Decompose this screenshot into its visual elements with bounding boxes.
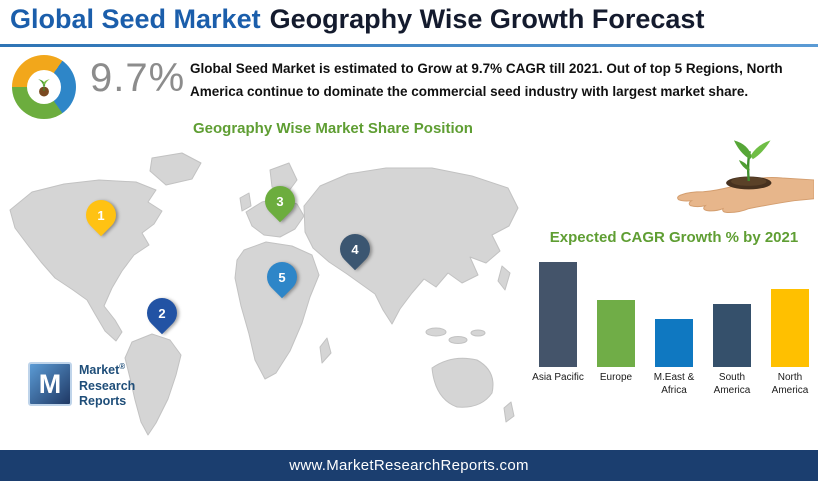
map-section-title: Geography Wise Market Share Position (193, 120, 473, 137)
bar-rect (597, 300, 635, 367)
bar-south-america: South America (709, 304, 755, 399)
logo-line-2: Research (79, 378, 136, 393)
logo-m-mark: M (28, 362, 72, 406)
bar-m-east-africa: M.East & Africa (651, 319, 697, 399)
logo-line-3: Reports (79, 394, 127, 409)
page-title: Global Seed Market Geography Wise Growth … (10, 4, 704, 35)
footer-bar: www.MarketResearchReports.com (0, 450, 818, 481)
footer-url[interactable]: www.MarketResearchReports.com (289, 457, 529, 474)
bar-rect (713, 304, 751, 367)
bar-asia-pacific: Asia Pacific (532, 262, 584, 399)
header-divider (0, 44, 818, 47)
registered-mark: ® (119, 362, 126, 371)
bar-label: South America (713, 372, 751, 396)
bar-north-america: North America (767, 289, 813, 399)
logo-wordmark: Market® Research Reports (79, 362, 135, 410)
map-pin-south-america[interactable]: 2 (140, 291, 184, 335)
brand-logo[interactable]: M Market® Research Reports (28, 362, 135, 410)
cagr-bar-chart: Asia Pacific Europe M.East & Africa South A… (532, 262, 815, 399)
summary-text: Global Seed Market is estimated to Grow … (190, 61, 783, 99)
map-pin-middle-east-africa[interactable]: 5 (260, 255, 304, 299)
bar-rect (539, 262, 577, 367)
map-pin-asia-pacific[interactable]: 4 (333, 227, 377, 271)
chart-title: Expected CAGR Growth % by 2021 (549, 229, 799, 246)
bar-label: Asia Pacific (532, 372, 584, 383)
logo-line-1: Market (79, 363, 120, 378)
bar-label: North America (771, 372, 809, 396)
cagr-value: 9.7% (90, 56, 186, 100)
donut-chart-icon (12, 55, 76, 119)
page-title-secondary: Geography Wise Growth Forecast (269, 4, 705, 34)
bar-label: Europe (599, 372, 633, 383)
page-title-primary: Global Seed Market (10, 4, 261, 34)
bar-europe: Europe (593, 300, 639, 399)
hand-plant-image (646, 130, 815, 220)
bar-rect (655, 319, 693, 367)
seed-icon (27, 70, 61, 104)
bar-label: M.East & Africa (653, 372, 695, 396)
bar-rect (771, 289, 809, 367)
map-pin-europe[interactable]: 3 (258, 179, 302, 223)
map-pin-north-america[interactable]: 1 (79, 193, 123, 237)
